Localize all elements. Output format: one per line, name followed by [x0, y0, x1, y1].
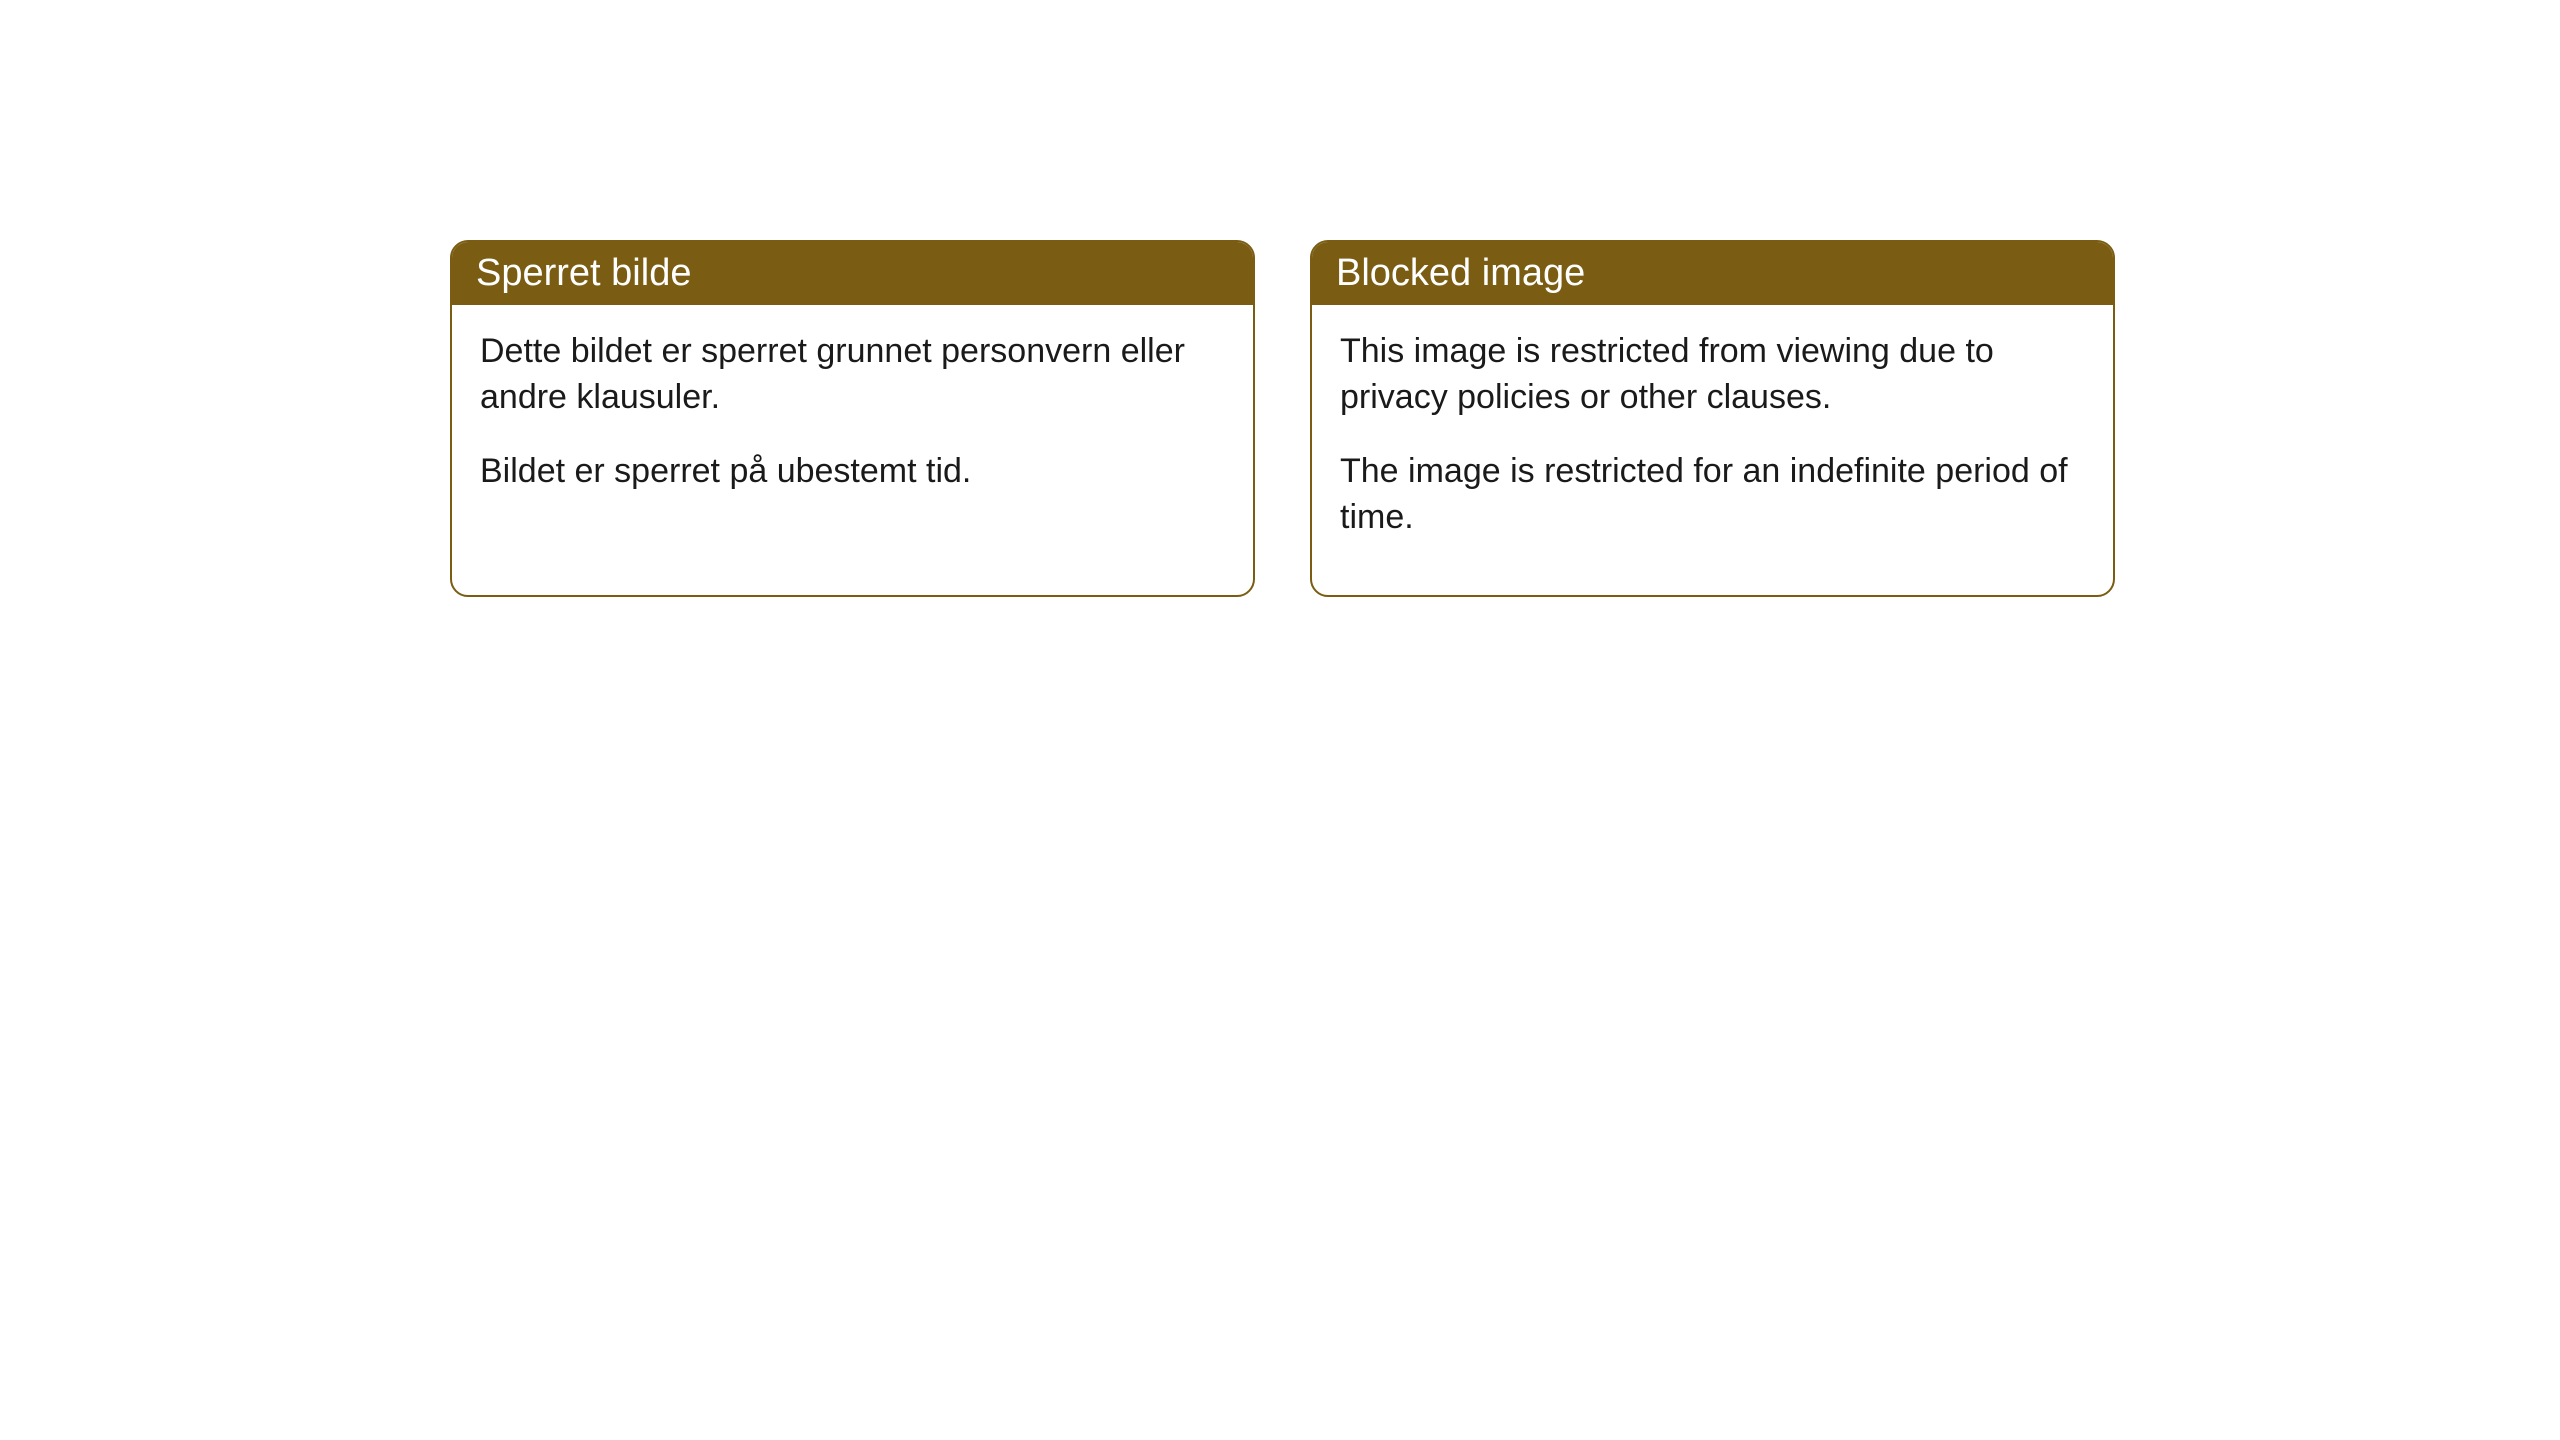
card-header: Sperret bilde [452, 242, 1253, 305]
card-paragraph-1: This image is restricted from viewing du… [1340, 329, 2085, 421]
blocked-image-card-norwegian: Sperret bilde Dette bildet er sperret gr… [450, 240, 1255, 597]
card-paragraph-1: Dette bildet er sperret grunnet personve… [480, 329, 1225, 421]
card-paragraph-2: Bildet er sperret på ubestemt tid. [480, 449, 1225, 495]
card-header: Blocked image [1312, 242, 2113, 305]
blocked-image-card-english: Blocked image This image is restricted f… [1310, 240, 2115, 597]
card-body: This image is restricted from viewing du… [1312, 305, 2113, 595]
card-body: Dette bildet er sperret grunnet personve… [452, 305, 1253, 549]
cards-container: Sperret bilde Dette bildet er sperret gr… [450, 240, 2560, 597]
card-paragraph-2: The image is restricted for an indefinit… [1340, 449, 2085, 541]
